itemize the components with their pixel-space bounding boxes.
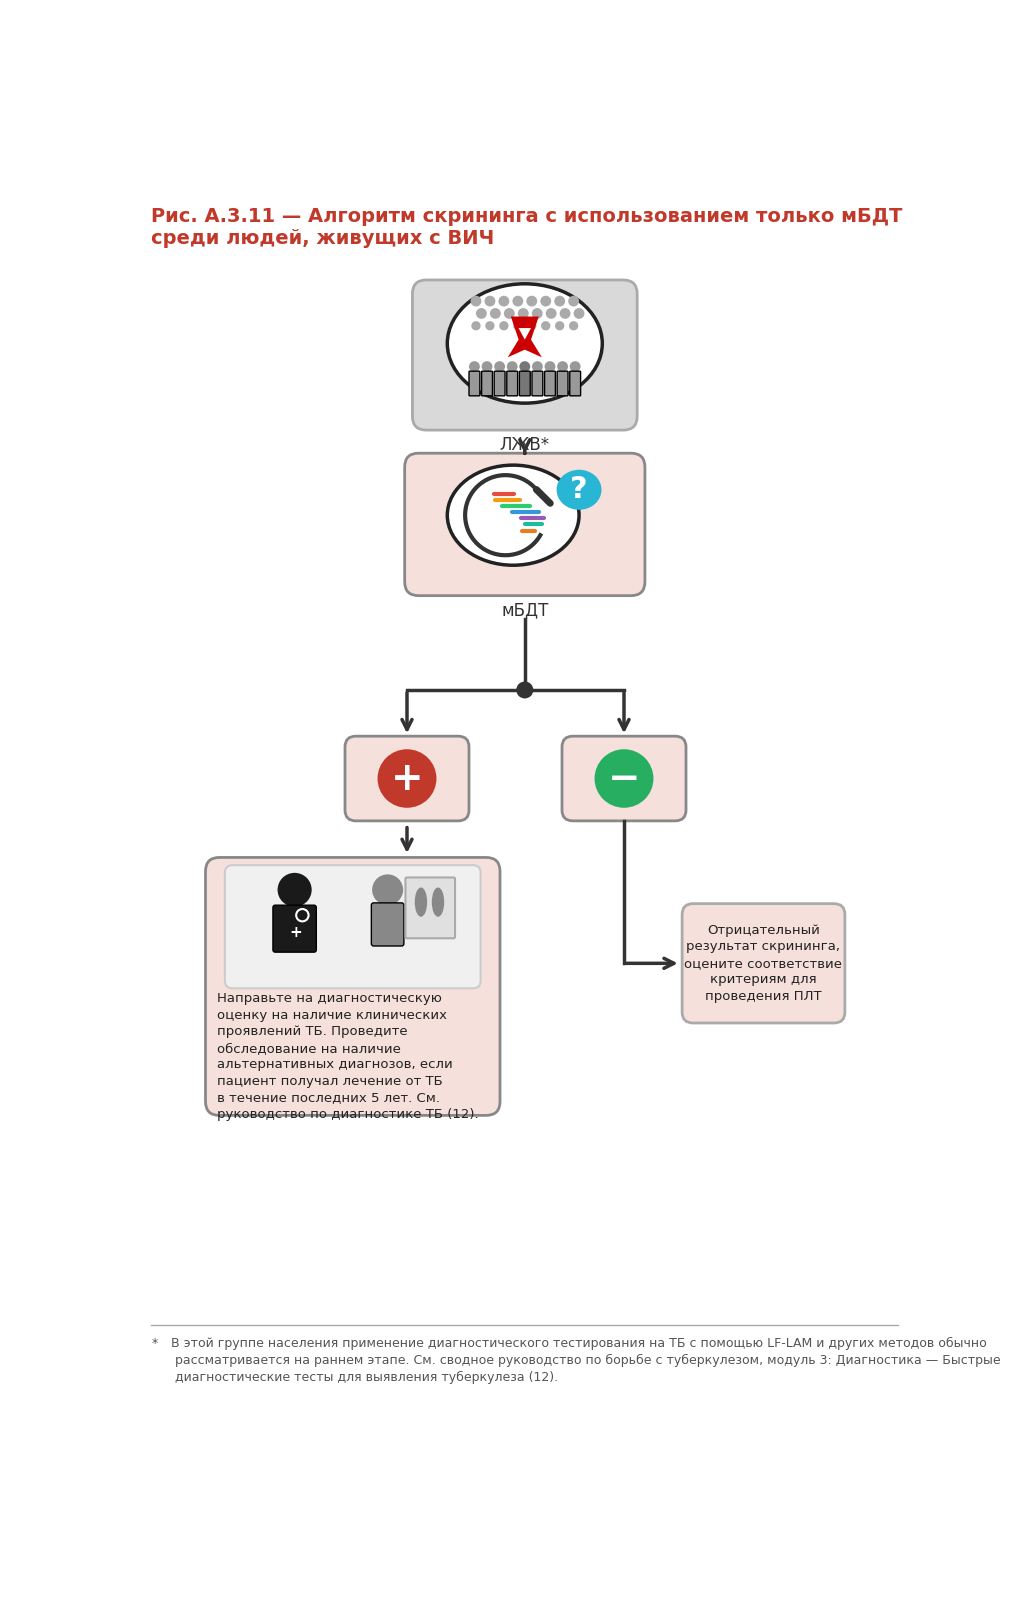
Circle shape [504, 308, 515, 319]
FancyBboxPatch shape [404, 453, 645, 596]
Circle shape [516, 681, 534, 699]
Ellipse shape [432, 888, 444, 917]
Circle shape [278, 873, 311, 907]
Text: −: − [607, 759, 640, 797]
Polygon shape [518, 329, 531, 340]
Text: В этой группе населения применение диагностического тестирования на ТБ с помощью: В этой группе населения применение диагн… [167, 1337, 1000, 1384]
Ellipse shape [447, 466, 579, 565]
Circle shape [378, 749, 436, 807]
Circle shape [541, 296, 551, 306]
FancyBboxPatch shape [545, 371, 555, 396]
Circle shape [489, 308, 501, 319]
Circle shape [471, 296, 481, 306]
Circle shape [531, 308, 543, 319]
Circle shape [512, 296, 523, 306]
Circle shape [573, 308, 585, 319]
FancyBboxPatch shape [557, 371, 568, 396]
Circle shape [372, 875, 403, 905]
Circle shape [568, 296, 579, 306]
FancyBboxPatch shape [225, 865, 480, 988]
Circle shape [555, 321, 564, 330]
Circle shape [519, 361, 530, 372]
Circle shape [595, 749, 653, 807]
Ellipse shape [557, 470, 601, 509]
Circle shape [569, 361, 581, 372]
Ellipse shape [447, 284, 602, 403]
FancyBboxPatch shape [507, 371, 517, 396]
FancyBboxPatch shape [273, 905, 316, 952]
Circle shape [500, 321, 509, 330]
Circle shape [471, 321, 480, 330]
FancyBboxPatch shape [682, 904, 845, 1023]
Text: Отрицательный
результат скрининга,
оцените соответствие
критериям для
проведения: Отрицательный результат скрининга, оцени… [684, 923, 843, 1002]
Text: +: + [290, 925, 302, 941]
FancyBboxPatch shape [372, 902, 403, 946]
Circle shape [569, 321, 579, 330]
Circle shape [485, 321, 495, 330]
Text: Рис. А.3.11 — Алгоритм скрининга с использованием только мБДТ
среди людей, живущ: Рис. А.3.11 — Алгоритм скрининга с испол… [152, 208, 902, 248]
Circle shape [545, 361, 555, 372]
Text: ?: ? [570, 475, 588, 504]
Text: *: * [152, 1337, 158, 1350]
FancyBboxPatch shape [345, 736, 469, 822]
Circle shape [532, 361, 543, 372]
Circle shape [499, 296, 509, 306]
Circle shape [481, 361, 493, 372]
Circle shape [541, 321, 550, 330]
Text: +: + [391, 759, 423, 797]
FancyBboxPatch shape [562, 736, 686, 822]
Ellipse shape [415, 888, 427, 917]
Circle shape [484, 296, 496, 306]
Circle shape [560, 308, 570, 319]
FancyBboxPatch shape [413, 280, 637, 430]
Circle shape [513, 321, 522, 330]
Polygon shape [508, 316, 542, 358]
FancyBboxPatch shape [519, 371, 530, 396]
Circle shape [546, 308, 557, 319]
FancyBboxPatch shape [469, 371, 480, 396]
Circle shape [507, 361, 517, 372]
Text: ЛЖВ*: ЛЖВ* [500, 437, 550, 454]
Circle shape [554, 296, 565, 306]
Text: Направьте на диагностическую
оценку на наличие клинических
проявлений ТБ. Провед: Направьте на диагностическую оценку на н… [217, 992, 479, 1121]
Circle shape [526, 296, 538, 306]
Text: мБДТ: мБДТ [501, 603, 549, 620]
Circle shape [527, 321, 537, 330]
Circle shape [518, 308, 528, 319]
FancyBboxPatch shape [481, 371, 493, 396]
Circle shape [495, 361, 505, 372]
FancyBboxPatch shape [206, 857, 500, 1115]
Circle shape [469, 361, 480, 372]
FancyBboxPatch shape [406, 878, 455, 938]
FancyBboxPatch shape [532, 371, 543, 396]
Circle shape [557, 361, 568, 372]
FancyBboxPatch shape [569, 371, 581, 396]
Circle shape [476, 308, 486, 319]
FancyBboxPatch shape [495, 371, 505, 396]
